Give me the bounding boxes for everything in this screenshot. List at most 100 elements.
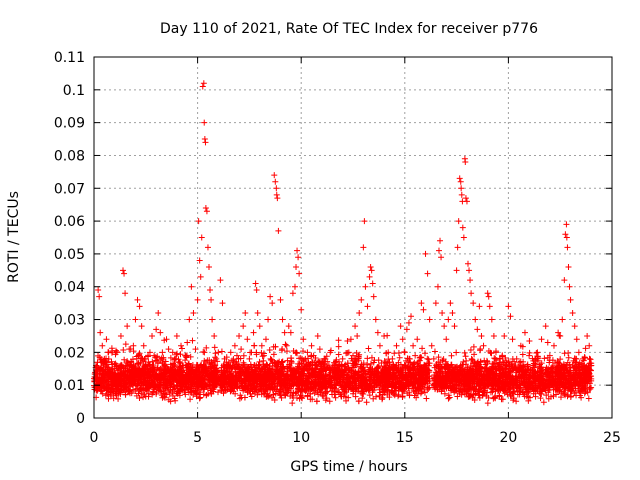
band-point <box>109 361 116 368</box>
band-point <box>199 374 206 381</box>
band-point <box>175 371 182 378</box>
band-point <box>463 357 470 364</box>
band-point <box>335 351 342 358</box>
band-point <box>215 389 222 396</box>
band-point <box>364 355 371 362</box>
band-point <box>188 389 195 396</box>
band-point <box>167 354 174 361</box>
band-point <box>200 348 207 355</box>
band-point <box>470 343 477 350</box>
band-point <box>183 379 190 386</box>
band-point <box>153 381 160 388</box>
band-point <box>212 377 219 384</box>
band-point <box>251 342 258 349</box>
band-point <box>366 392 373 399</box>
band-point <box>365 345 372 352</box>
band-point <box>187 353 194 360</box>
band-point <box>126 388 133 395</box>
band-point <box>159 356 166 363</box>
band-point <box>192 387 199 394</box>
band-point <box>204 372 211 379</box>
band-point <box>117 391 124 398</box>
band-point <box>248 393 255 400</box>
band-point <box>165 396 172 403</box>
band-point <box>125 376 132 383</box>
band-point <box>266 347 273 354</box>
band-point <box>212 350 219 357</box>
band-point <box>98 358 105 365</box>
band-point <box>121 356 128 363</box>
band-point <box>411 392 418 399</box>
grid <box>94 57 612 418</box>
band-point <box>155 367 162 374</box>
band-point <box>322 397 329 404</box>
band-point <box>140 387 147 394</box>
band-point <box>218 348 225 355</box>
band-point <box>122 341 129 348</box>
band-point <box>169 372 176 379</box>
band-point <box>112 374 119 381</box>
band-point <box>160 388 167 395</box>
band-point <box>95 352 102 359</box>
band-point <box>182 372 189 379</box>
band-point <box>150 389 157 396</box>
band-point <box>363 399 370 406</box>
band-point <box>326 398 333 405</box>
band-point <box>367 360 374 367</box>
band-point <box>102 370 109 377</box>
band-point <box>335 343 342 350</box>
band-point <box>126 368 133 375</box>
band-point <box>130 348 137 355</box>
band-point <box>203 344 210 351</box>
band-point <box>137 355 144 362</box>
band-point <box>214 378 221 385</box>
band-point <box>104 359 111 366</box>
band-point <box>140 377 147 384</box>
band-point <box>120 347 127 354</box>
band-point <box>153 357 160 364</box>
band-point <box>150 362 157 369</box>
band-point <box>259 353 266 360</box>
band-point <box>135 373 142 380</box>
band-point <box>195 371 202 378</box>
band-point <box>164 386 171 393</box>
band-point <box>128 390 135 397</box>
band-point <box>391 350 398 357</box>
band-point <box>174 388 181 395</box>
band-point <box>91 371 98 378</box>
band-point <box>173 351 180 358</box>
band-point <box>187 396 194 403</box>
band-point <box>167 380 174 387</box>
band-point <box>195 364 202 371</box>
band-point <box>149 379 156 386</box>
band-point <box>122 371 129 378</box>
band-point <box>419 345 426 352</box>
band-point <box>585 395 592 402</box>
band-point <box>343 350 350 357</box>
band-point <box>98 388 105 395</box>
band-point <box>128 372 135 379</box>
band-point <box>115 395 122 402</box>
band-point <box>117 377 124 384</box>
band-point <box>256 358 263 365</box>
band-point <box>206 365 213 372</box>
band-point <box>130 386 137 393</box>
band-point <box>159 382 166 389</box>
band-point <box>150 373 157 380</box>
band-point <box>149 358 156 365</box>
band-point <box>159 394 166 401</box>
band-point <box>169 392 176 399</box>
band-point <box>179 345 186 352</box>
band-point <box>94 374 101 381</box>
band-point <box>541 355 548 362</box>
band-point <box>282 341 289 348</box>
band-point <box>104 364 111 371</box>
band-point <box>180 376 187 383</box>
band-point <box>142 361 149 368</box>
band-point <box>170 386 177 393</box>
band-point <box>139 370 146 377</box>
band-point <box>146 384 153 391</box>
band-point <box>131 375 138 382</box>
band-point <box>565 354 572 361</box>
